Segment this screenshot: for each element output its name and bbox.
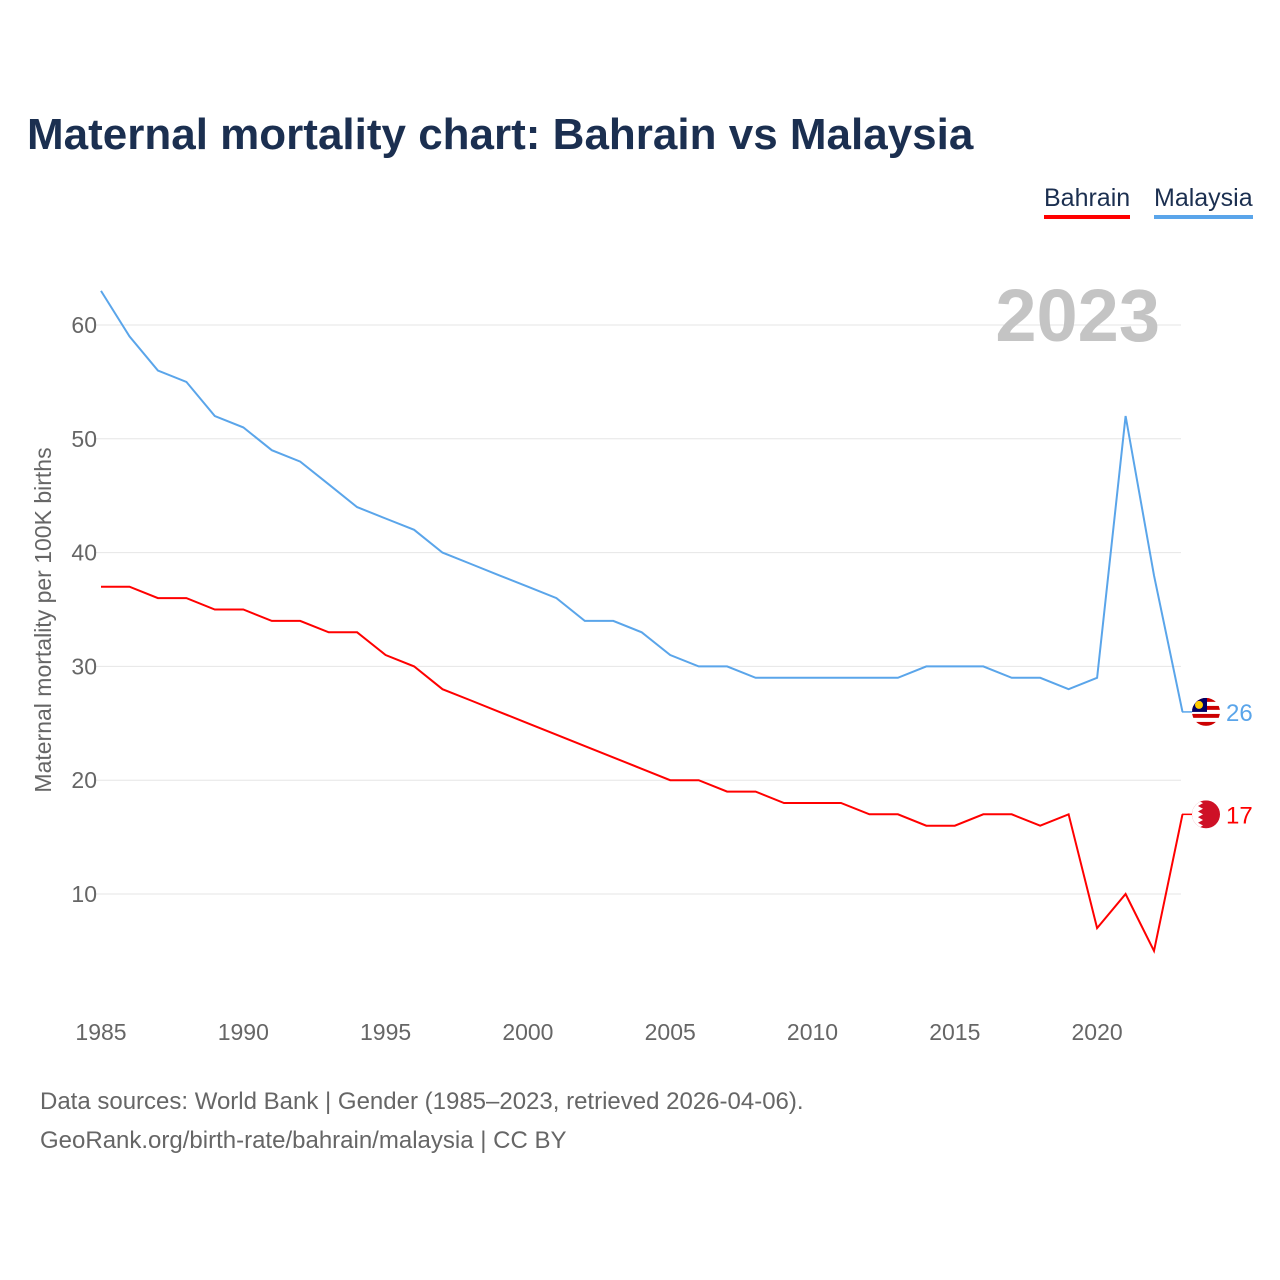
x-tick-label: 2020 (1072, 1019, 1123, 1045)
y-axis-label: Maternal mortality per 100K births (30, 447, 56, 792)
x-tick-label: 2015 (929, 1019, 980, 1045)
x-tick-label: 1990 (218, 1019, 269, 1045)
x-tick-label: 2010 (787, 1019, 838, 1045)
y-tick-label: 40 (71, 540, 97, 566)
bahrain-flag-icon (1192, 800, 1220, 829)
legend-malaysia[interactable]: Malaysia (1154, 184, 1253, 219)
source-note: Data sources: World Bank | Gender (1985–… (40, 1088, 804, 1115)
chart-title: Maternal mortality chart: Bahrain vs Mal… (27, 110, 974, 159)
legend-bahrain[interactable]: Bahrain (1044, 184, 1131, 219)
end-value-label-bahrain: 17 (1226, 802, 1253, 829)
credit-link[interactable]: GeoRank.org/birth-rate/bahrain/malaysia … (40, 1127, 567, 1154)
end-value-label-malaysia: 26 (1226, 700, 1253, 727)
y-tick-label: 50 (71, 426, 97, 452)
y-tick-label: 20 (71, 767, 97, 793)
x-tick-label: 2000 (502, 1019, 553, 1045)
y-tick-label: 60 (71, 312, 97, 338)
series-line-malaysia (100, 290, 1184, 713)
y-tick-label: 10 (71, 881, 97, 907)
x-tick-label: 1995 (360, 1019, 411, 1045)
x-tick-label: 2005 (645, 1019, 696, 1045)
y-tick-label: 30 (71, 653, 97, 679)
series-line-bahrain (101, 585, 1184, 954)
malaysia-flag-icon (1192, 697, 1220, 726)
x-tick-label: 1985 (75, 1019, 126, 1045)
year-label: 2023 (995, 274, 1160, 357)
